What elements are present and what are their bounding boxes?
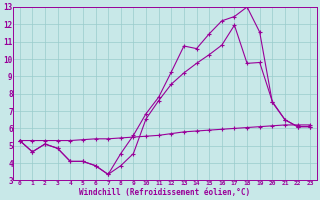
X-axis label: Windchill (Refroidissement éolien,°C): Windchill (Refroidissement éolien,°C)	[79, 188, 251, 197]
